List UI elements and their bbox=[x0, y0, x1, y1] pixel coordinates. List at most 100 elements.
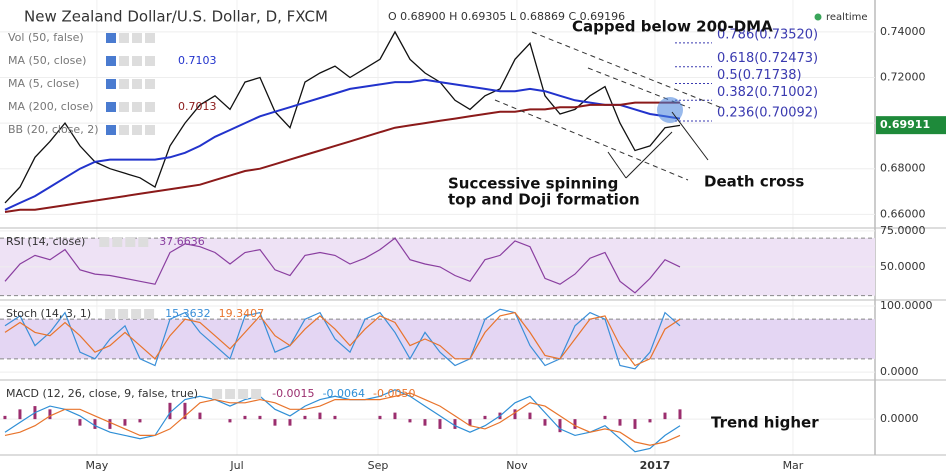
status-dot bbox=[814, 13, 822, 21]
arrow bbox=[671, 111, 709, 161]
histogram-bar bbox=[453, 419, 457, 429]
status: realtime bbox=[826, 12, 868, 23]
indicator-button[interactable] bbox=[145, 33, 155, 43]
y-tick-label: 0.66000 bbox=[880, 207, 926, 220]
indicator-button[interactable] bbox=[131, 309, 142, 319]
indicator-button[interactable] bbox=[106, 56, 116, 66]
histogram-bar bbox=[93, 419, 97, 429]
indicator-button[interactable] bbox=[119, 56, 129, 66]
fib-label: 0.618(0.72473) bbox=[717, 51, 818, 66]
indicator-button[interactable] bbox=[225, 389, 236, 399]
series-line bbox=[4, 392, 681, 446]
histogram-bar bbox=[243, 415, 247, 420]
series-line bbox=[4, 389, 681, 453]
histogram-bar bbox=[603, 415, 607, 420]
band bbox=[0, 319, 875, 359]
annotation: Successive spinning bbox=[448, 175, 618, 193]
chart-title: New Zealand Dollar/U.S. Dollar, D, FXCM bbox=[24, 8, 328, 26]
pane-value: 37.6636 bbox=[159, 235, 205, 248]
indicator-button[interactable] bbox=[106, 33, 116, 43]
histogram-bar bbox=[618, 419, 622, 426]
histogram-bar bbox=[108, 419, 112, 429]
series-line bbox=[4, 308, 681, 370]
indicator-label: BB (20, close, 2) bbox=[8, 123, 99, 136]
histogram-bar bbox=[183, 402, 187, 420]
indicator-button[interactable] bbox=[212, 389, 223, 399]
indicator-button[interactable] bbox=[125, 237, 136, 247]
histogram-bar bbox=[378, 415, 382, 420]
indicator-button[interactable] bbox=[145, 56, 155, 66]
indicator-button[interactable] bbox=[106, 125, 116, 135]
histogram-bar bbox=[303, 415, 307, 420]
histogram-bar bbox=[78, 419, 82, 426]
indicator-button[interactable] bbox=[132, 102, 142, 112]
indicator-value: 0.7103 bbox=[178, 54, 217, 67]
histogram-bar bbox=[138, 419, 142, 423]
indicator-button[interactable] bbox=[145, 79, 155, 89]
indicator-button[interactable] bbox=[112, 237, 123, 247]
histogram-bar bbox=[228, 419, 232, 423]
pane-value: -0.0064 bbox=[323, 387, 365, 400]
indicator-value: 0.7013 bbox=[178, 100, 217, 113]
indicator-button[interactable] bbox=[238, 389, 249, 399]
indicator-button[interactable] bbox=[105, 309, 116, 319]
pane-value: 19.3407 bbox=[219, 307, 265, 320]
indicator-button[interactable] bbox=[118, 309, 129, 319]
indicator-button[interactable] bbox=[145, 102, 155, 112]
indicator-label: MA (50, close) bbox=[8, 54, 86, 67]
indicator-button[interactable] bbox=[132, 33, 142, 43]
histogram-bar bbox=[648, 419, 652, 423]
histogram-bar bbox=[483, 415, 487, 420]
histogram-bar bbox=[573, 419, 577, 429]
indicator-button[interactable] bbox=[119, 33, 129, 43]
pane-value: -0.0050 bbox=[373, 387, 415, 400]
histogram-bar bbox=[663, 412, 667, 420]
histogram-bar bbox=[633, 419, 637, 429]
indicator-button[interactable] bbox=[145, 125, 155, 135]
series-line bbox=[4, 30, 681, 204]
x-tick-label: Nov bbox=[506, 459, 528, 472]
series-line bbox=[4, 101, 680, 213]
fib-label: 0.5(0.71738) bbox=[717, 68, 802, 83]
indicator-button[interactable] bbox=[99, 237, 110, 247]
indicator-button[interactable] bbox=[132, 56, 142, 66]
x-tick-label: May bbox=[86, 459, 109, 472]
arrow bbox=[607, 151, 627, 179]
histogram-bar bbox=[18, 409, 22, 420]
indicator-button[interactable] bbox=[132, 125, 142, 135]
indicator-label: Vol (50, false) bbox=[8, 31, 84, 44]
annotation: top and Doji formation bbox=[448, 191, 640, 209]
annotation: Capped below 200-DMA bbox=[572, 18, 773, 36]
x-tick-label: Mar bbox=[783, 459, 804, 472]
indicator-button[interactable] bbox=[144, 309, 155, 319]
histogram-bar bbox=[198, 412, 202, 420]
y-tick-label: 75.0000 bbox=[880, 224, 926, 237]
y-tick-label: 0.0000 bbox=[880, 412, 919, 425]
pane-label: RSI (14, close) bbox=[6, 235, 85, 248]
histogram-bar bbox=[333, 415, 337, 420]
histogram-bar bbox=[528, 412, 532, 420]
histogram-bar bbox=[558, 419, 562, 433]
indicator-button[interactable] bbox=[106, 102, 116, 112]
annotation: Trend higher bbox=[711, 414, 819, 432]
y-tick-label: 0.74000 bbox=[880, 25, 926, 38]
indicator-button[interactable] bbox=[132, 79, 142, 89]
y-tick-label: 0.0000 bbox=[880, 365, 919, 378]
indicator-button[interactable] bbox=[251, 389, 262, 399]
fib-label: 0.236(0.70092) bbox=[717, 106, 818, 121]
histogram-bar bbox=[168, 402, 172, 420]
indicator-button[interactable] bbox=[138, 237, 149, 247]
histogram-bar bbox=[468, 419, 472, 426]
pane-value: -0.0015 bbox=[272, 387, 314, 400]
histogram-bar bbox=[3, 415, 7, 420]
indicator-button[interactable] bbox=[119, 79, 129, 89]
histogram-bar bbox=[318, 412, 322, 420]
pane-label: MACD (12, 26, close, 9, false, true) bbox=[6, 387, 198, 400]
indicator-button[interactable] bbox=[106, 79, 116, 89]
histogram-bar bbox=[393, 412, 397, 420]
indicator-button[interactable] bbox=[119, 125, 129, 135]
channel-lower bbox=[494, 99, 689, 181]
indicator-button[interactable] bbox=[119, 102, 129, 112]
